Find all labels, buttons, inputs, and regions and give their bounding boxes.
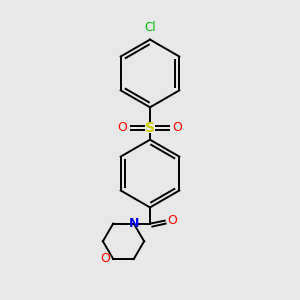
Text: N: N bbox=[129, 217, 139, 230]
Text: O: O bbox=[168, 214, 178, 227]
Text: O: O bbox=[100, 252, 110, 266]
Text: O: O bbox=[118, 122, 127, 134]
Text: O: O bbox=[173, 122, 182, 134]
Text: S: S bbox=[145, 121, 155, 135]
Text: Cl: Cl bbox=[144, 21, 156, 34]
